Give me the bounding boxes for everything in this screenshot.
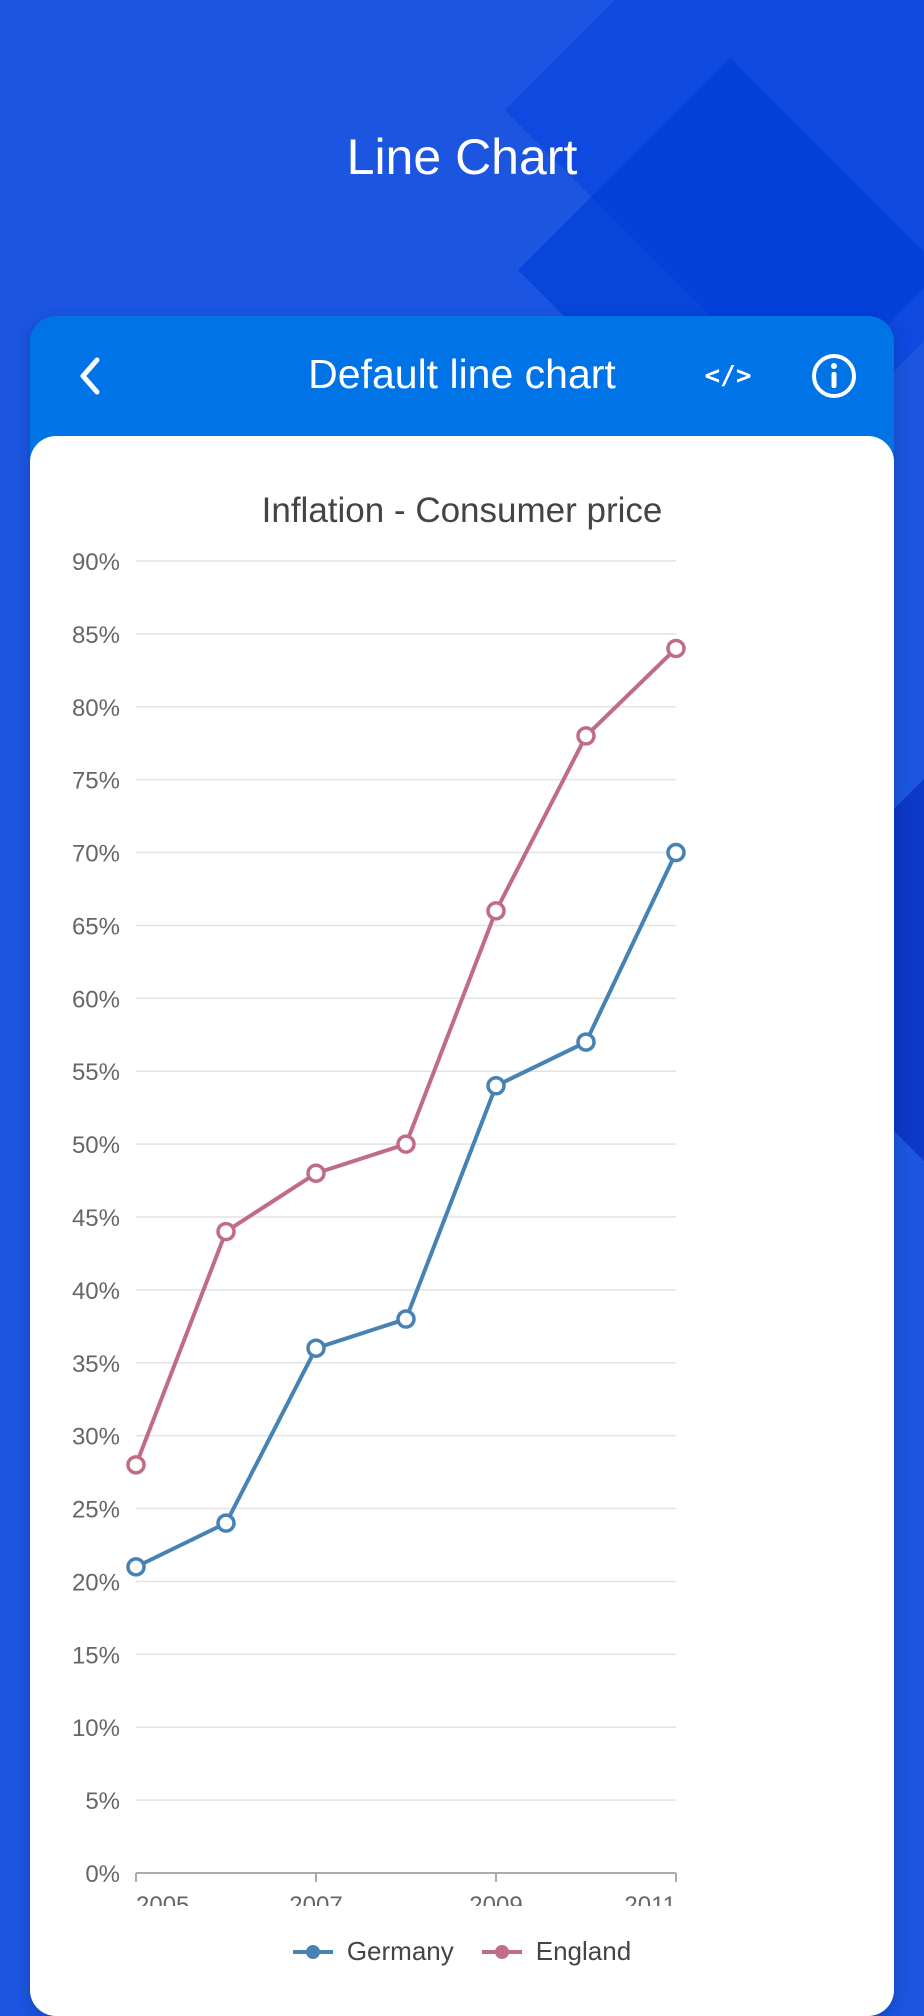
- data-point-england: [398, 1136, 414, 1152]
- series-line-germany: [136, 853, 676, 1567]
- y-tick-label: 60%: [72, 986, 120, 1013]
- y-tick-label: 40%: [72, 1278, 120, 1305]
- y-tick-label: 75%: [72, 768, 120, 795]
- view-code-button[interactable]: </>: [698, 346, 758, 406]
- data-point-england: [128, 1457, 144, 1473]
- data-point-england: [578, 728, 594, 744]
- y-tick-label: 50%: [72, 1132, 120, 1159]
- y-tick-label: 80%: [72, 695, 120, 722]
- data-point-germany: [128, 1559, 144, 1575]
- info-icon: [810, 352, 858, 400]
- line-chart: Inflation - Consumer price 0% 5% 10% 15% 20% 2…: [30, 436, 894, 1906]
- series-line-england: [136, 648, 676, 1464]
- x-tick-label: 2011: [624, 1892, 676, 1906]
- y-tick-label: 45%: [72, 1205, 120, 1232]
- data-point-germany: [218, 1515, 234, 1531]
- data-point-germany: [398, 1311, 414, 1327]
- data-point-germany: [578, 1034, 594, 1050]
- y-tick-label: 30%: [72, 1424, 120, 1451]
- legend-item-england[interactable]: England: [482, 1936, 631, 1967]
- legend-item-germany[interactable]: Germany: [293, 1936, 454, 1967]
- y-tick-label: 10%: [72, 1715, 120, 1742]
- y-tick-label: 35%: [72, 1351, 120, 1378]
- y-tick-label: 85%: [72, 622, 120, 649]
- data-point-england: [488, 903, 504, 919]
- y-tick-label: 25%: [72, 1497, 120, 1524]
- y-tick-label: 70%: [72, 841, 120, 868]
- x-tick-label: 2007: [289, 1892, 342, 1906]
- data-point-england: [668, 640, 684, 656]
- data-point-germany: [488, 1078, 504, 1094]
- data-point-england: [308, 1165, 324, 1181]
- info-button[interactable]: [804, 346, 864, 406]
- card-header: Default line chart </>: [30, 316, 894, 438]
- chevron-left-icon: [73, 356, 107, 396]
- legend-label: England: [536, 1936, 631, 1967]
- data-point-germany: [668, 845, 684, 861]
- x-tick-label: 2005: [136, 1892, 189, 1906]
- y-tick-label: 15%: [72, 1642, 120, 1669]
- y-tick-label: 90%: [72, 549, 120, 576]
- card-title: Default line chart: [180, 344, 744, 404]
- legend-label: Germany: [347, 1936, 454, 1967]
- chart-title: Inflation - Consumer price: [262, 491, 663, 530]
- data-point-germany: [308, 1340, 324, 1356]
- data-point-england: [218, 1224, 234, 1240]
- chart-area: Inflation - Consumer price 0% 5% 10% 15% 20% 2…: [30, 436, 894, 2016]
- x-tick-label: 2009: [469, 1892, 522, 1906]
- y-tick-label: 0%: [85, 1861, 120, 1888]
- y-tick-label: 55%: [72, 1059, 120, 1086]
- y-tick-label: 5%: [85, 1788, 120, 1815]
- legend-swatch-germany: [293, 1945, 333, 1959]
- y-tick-label: 65%: [72, 913, 120, 940]
- page-title: Line Chart: [0, 128, 924, 186]
- chart-card: Default line chart </> Inflation - Consu…: [30, 316, 894, 2016]
- y-tick-label: 20%: [72, 1569, 120, 1596]
- chart-legend: Germany England: [30, 1936, 894, 1967]
- legend-swatch-england: [482, 1945, 522, 1959]
- back-button[interactable]: [60, 346, 120, 406]
